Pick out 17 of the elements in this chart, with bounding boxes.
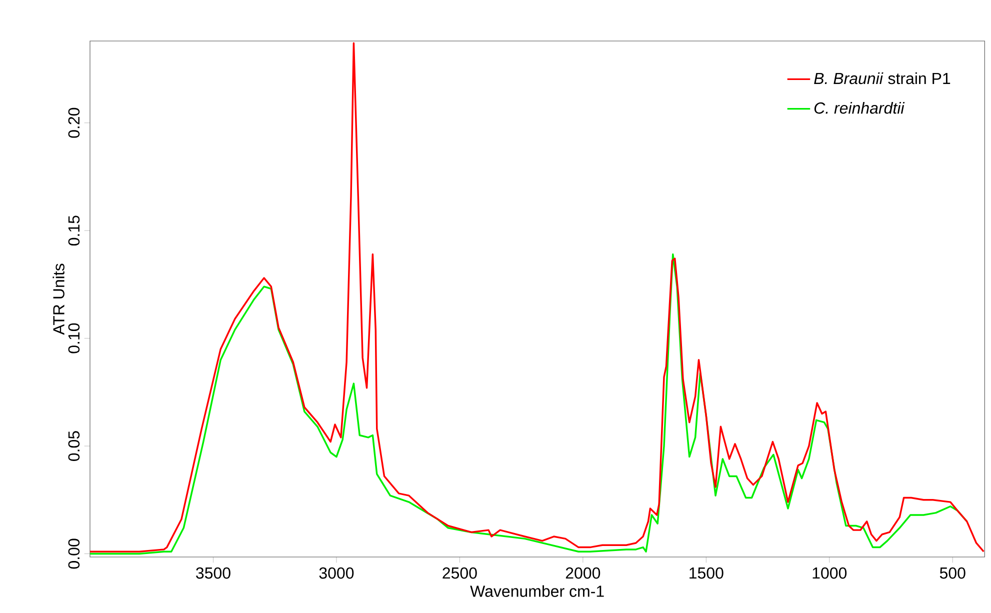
y-tick-label: 0.00	[68, 538, 80, 569]
y-tick-label: 0.15	[68, 216, 80, 246]
x-tick-label: 3000	[319, 567, 354, 579]
x-tick-label: 1000	[812, 567, 847, 579]
x-axis-title: Wavenumber cm-1	[470, 585, 604, 597]
x-tick-label: 2000	[566, 567, 600, 579]
x-tick-label: 2500	[442, 567, 477, 579]
legend-label: C. reinhardtii	[814, 102, 905, 114]
x-tick-label: 3500	[196, 567, 230, 579]
y-tick-label: 0.20	[68, 108, 80, 138]
line-series	[90, 42, 985, 552]
x-tick-label: 500	[940, 567, 966, 579]
legend-label: B. Braunii strain P1	[814, 72, 950, 84]
y-tick-label: 0.05	[68, 431, 80, 461]
y-tick-label: 0.10	[68, 323, 80, 354]
x-tick-label: 1500	[690, 567, 724, 579]
y-axis-title: ATR Units	[52, 264, 64, 335]
